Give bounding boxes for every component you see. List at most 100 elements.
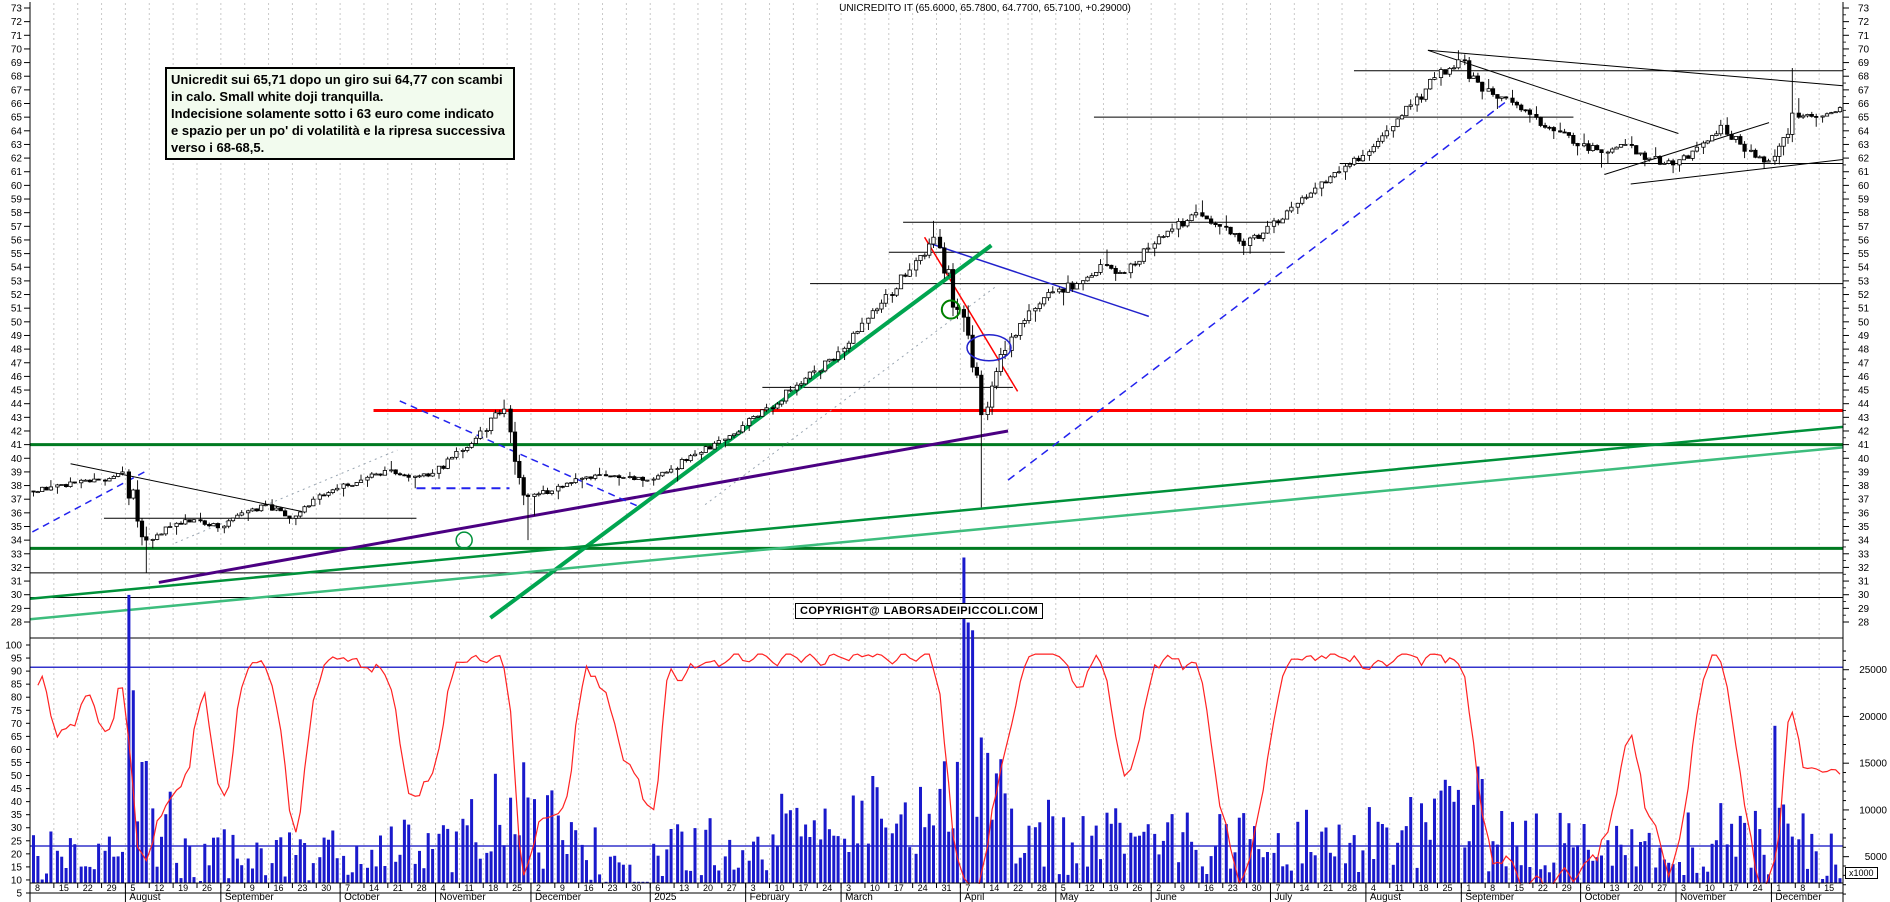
svg-text:22: 22 [1013, 883, 1023, 893]
svg-text:1: 1 [1466, 883, 1471, 893]
svg-text:March: March [845, 892, 873, 902]
svg-text:29: 29 [1562, 883, 1572, 893]
svg-text:4: 4 [1371, 883, 1376, 893]
svg-text:18: 18 [488, 883, 498, 893]
svg-text:30: 30 [631, 883, 641, 893]
svg-text:38: 38 [11, 481, 23, 492]
svg-text:63: 63 [11, 140, 23, 151]
svg-text:May: May [1060, 892, 1079, 902]
svg-text:14: 14 [369, 883, 379, 893]
svg-text:30: 30 [1858, 590, 1870, 601]
svg-text:40: 40 [11, 797, 23, 808]
svg-text:December: December [535, 892, 582, 902]
svg-text:67: 67 [1858, 85, 1870, 96]
svg-text:11: 11 [1395, 883, 1404, 893]
svg-text:44: 44 [1858, 399, 1870, 410]
svg-text:57: 57 [1858, 222, 1870, 233]
svg-text:36: 36 [1858, 508, 1870, 519]
svg-text:70: 70 [11, 719, 23, 730]
svg-text:August: August [1370, 892, 1401, 902]
svg-text:10: 10 [775, 883, 785, 893]
svg-text:29: 29 [1858, 604, 1870, 615]
svg-text:73: 73 [11, 4, 23, 15]
svg-text:21: 21 [1323, 883, 1333, 893]
svg-text:61: 61 [11, 167, 23, 178]
svg-text:31: 31 [11, 577, 23, 588]
svg-text:66: 66 [1858, 99, 1870, 110]
volume-unit-box: x1000 [1845, 867, 1878, 879]
svg-text:12: 12 [154, 883, 164, 893]
svg-text:3: 3 [751, 883, 756, 893]
svg-text:17: 17 [894, 883, 904, 893]
svg-text:5000: 5000 [1865, 852, 1888, 863]
svg-text:50: 50 [1858, 317, 1870, 328]
analysis-note-box: Unicredit sui 65,71 dopo un giro sui 64,… [165, 67, 515, 160]
svg-text:10: 10 [870, 883, 880, 893]
svg-text:55: 55 [11, 758, 23, 769]
svg-text:17: 17 [798, 883, 808, 893]
svg-text:20000: 20000 [1859, 712, 1887, 723]
svg-text:1: 1 [1776, 883, 1781, 893]
svg-text:27: 27 [727, 883, 737, 893]
svg-text:70: 70 [1858, 44, 1870, 55]
svg-text:26: 26 [202, 883, 212, 893]
svg-text:13: 13 [1609, 883, 1619, 893]
svg-text:68: 68 [11, 72, 23, 83]
svg-text:7: 7 [965, 883, 970, 893]
svg-text:8: 8 [1490, 883, 1495, 893]
svg-text:73: 73 [1858, 4, 1870, 15]
svg-text:32: 32 [11, 563, 23, 574]
chart-title: UNICREDITO IT (65.6000, 65.7800, 64.7700… [839, 3, 1131, 14]
svg-text:64: 64 [11, 126, 23, 137]
svg-text:22: 22 [1538, 883, 1548, 893]
svg-text:12: 12 [1085, 883, 1095, 893]
svg-text:58: 58 [1858, 208, 1870, 219]
svg-text:7: 7 [1275, 883, 1280, 893]
svg-text:39: 39 [1858, 467, 1870, 478]
svg-text:October: October [1585, 892, 1621, 902]
svg-text:41: 41 [11, 440, 23, 451]
svg-text:72: 72 [11, 17, 23, 28]
svg-text:48: 48 [11, 345, 23, 356]
svg-text:25: 25 [1442, 883, 1452, 893]
svg-text:22: 22 [83, 883, 93, 893]
svg-text:40: 40 [11, 454, 23, 465]
svg-text:61: 61 [1858, 167, 1870, 178]
svg-text:6: 6 [1586, 883, 1591, 893]
copyright-badge: COPYRIGHT@ LABORSADEIPICCOLI.COM [795, 603, 1044, 619]
svg-text:30: 30 [11, 590, 23, 601]
svg-text:56: 56 [11, 235, 23, 246]
svg-text:15: 15 [11, 862, 23, 873]
svg-text:32: 32 [1858, 563, 1870, 574]
svg-text:47: 47 [11, 358, 23, 369]
svg-text:31: 31 [1858, 577, 1870, 588]
svg-text:42: 42 [1858, 426, 1870, 437]
svg-text:41: 41 [1858, 440, 1870, 451]
svg-text:5: 5 [130, 883, 135, 893]
svg-text:72: 72 [1858, 17, 1870, 28]
svg-text:55: 55 [11, 249, 23, 260]
svg-text:8: 8 [35, 883, 40, 893]
svg-text:35: 35 [1858, 522, 1870, 533]
svg-text:51: 51 [11, 304, 23, 315]
svg-text:71: 71 [11, 31, 23, 42]
svg-text:65: 65 [11, 113, 23, 124]
svg-text:70: 70 [11, 44, 23, 55]
svg-text:45: 45 [1858, 386, 1870, 397]
svg-text:53: 53 [1858, 276, 1870, 287]
svg-text:64: 64 [1858, 126, 1870, 137]
svg-text:38: 38 [1858, 481, 1870, 492]
svg-text:9: 9 [1180, 883, 1185, 893]
svg-text:34: 34 [11, 536, 23, 547]
svg-text:11: 11 [464, 883, 473, 893]
svg-text:44: 44 [11, 399, 23, 410]
svg-text:50: 50 [11, 771, 23, 782]
svg-text:69: 69 [1858, 58, 1870, 69]
svg-text:60: 60 [11, 745, 23, 756]
svg-text:66: 66 [11, 99, 23, 110]
svg-text:November: November [440, 892, 487, 902]
svg-text:48: 48 [1858, 345, 1870, 356]
svg-text:54: 54 [11, 263, 23, 274]
note-line: e spazio per un po' di volatilità e la r… [171, 123, 506, 138]
svg-text:71: 71 [1858, 31, 1870, 42]
